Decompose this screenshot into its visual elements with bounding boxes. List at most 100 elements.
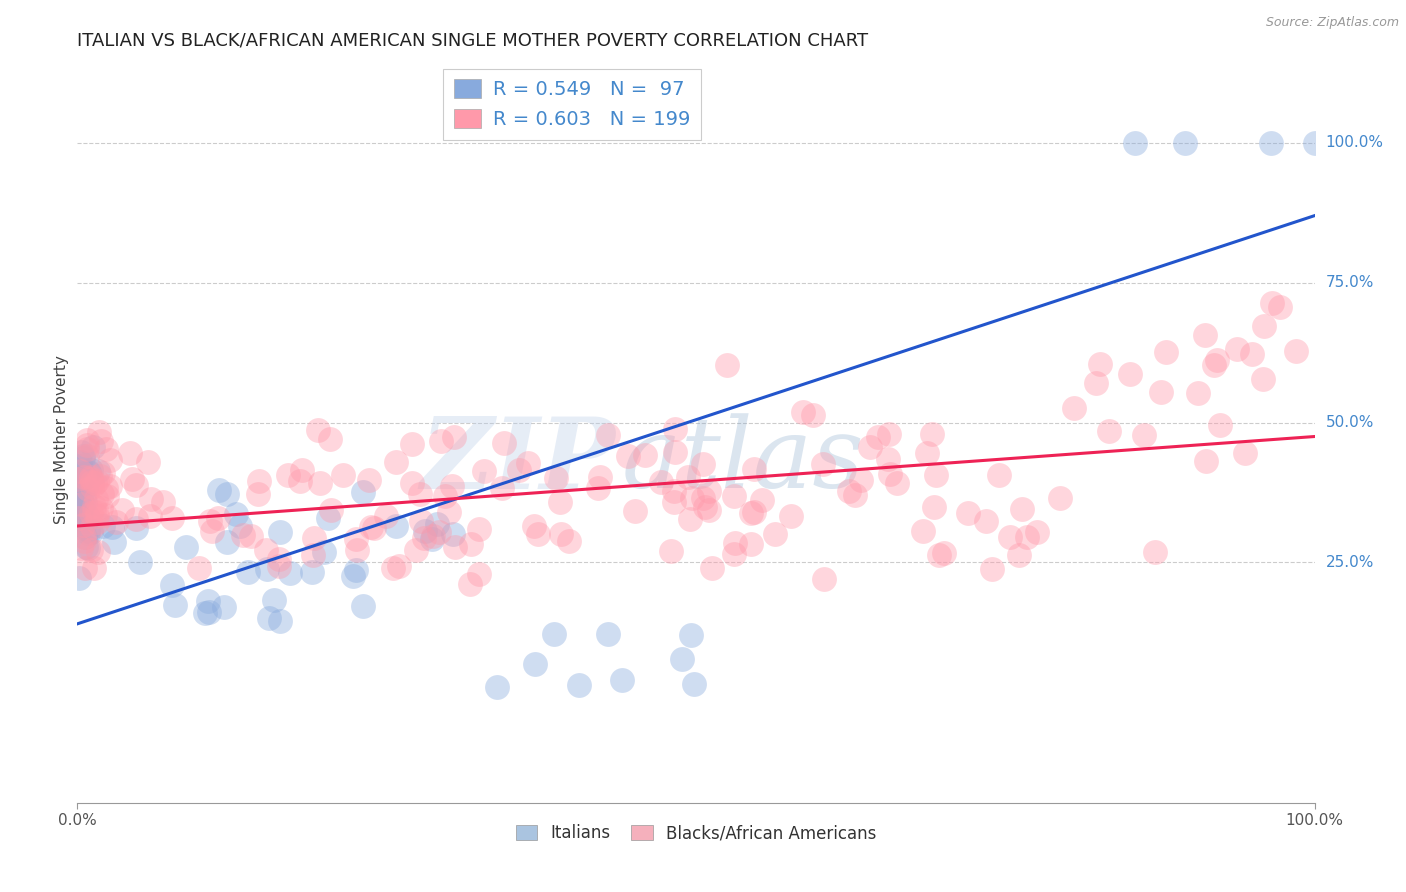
- Point: [723, 489, 745, 503]
- Point: [1088, 357, 1111, 371]
- Point: [633, 448, 655, 462]
- Point: [80, 506, 103, 520]
- Point: [401, 475, 423, 490]
- Point: [73, 531, 96, 545]
- Point: [84, 476, 107, 491]
- Point: [236, 566, 259, 580]
- Point: [90, 501, 112, 516]
- Point: [1174, 136, 1197, 150]
- Point: [415, 524, 437, 539]
- Point: [472, 464, 495, 478]
- Point: [681, 491, 703, 505]
- Text: 50.0%: 50.0%: [1326, 415, 1374, 430]
- Point: [67, 511, 90, 525]
- Point: [83, 500, 105, 514]
- Point: [671, 651, 693, 665]
- Point: [508, 463, 530, 477]
- Point: [77, 467, 100, 481]
- Point: [1284, 344, 1306, 359]
- Point: [1133, 428, 1156, 442]
- Point: [82, 520, 104, 534]
- Point: [319, 432, 342, 446]
- Point: [291, 463, 314, 477]
- Point: [921, 426, 943, 441]
- Point: [118, 446, 141, 460]
- Point: [128, 555, 150, 569]
- Point: [1084, 376, 1107, 390]
- Point: [73, 533, 96, 548]
- Point: [69, 467, 91, 481]
- Point: [301, 565, 323, 579]
- Point: [240, 529, 263, 543]
- Point: [225, 508, 247, 522]
- Point: [66, 472, 89, 486]
- Point: [922, 500, 945, 515]
- Point: [981, 561, 1004, 575]
- Point: [76, 433, 98, 447]
- Point: [87, 425, 110, 439]
- Point: [740, 506, 762, 520]
- Point: [86, 464, 108, 478]
- Point: [73, 530, 96, 544]
- Point: [723, 535, 745, 549]
- Point: [911, 524, 934, 539]
- Point: [434, 490, 457, 504]
- Point: [664, 445, 686, 459]
- Point: [742, 461, 765, 475]
- Point: [75, 514, 97, 528]
- Point: [1194, 328, 1216, 343]
- Point: [346, 543, 368, 558]
- Point: [524, 657, 547, 671]
- Point: [811, 457, 834, 471]
- Point: [139, 508, 162, 523]
- Point: [152, 495, 174, 509]
- Point: [246, 487, 269, 501]
- Point: [72, 450, 94, 465]
- Point: [72, 449, 94, 463]
- Point: [73, 561, 96, 575]
- Y-axis label: Single Mother Poverty: Single Mother Poverty: [53, 355, 69, 524]
- Point: [73, 468, 96, 483]
- Point: [67, 486, 90, 500]
- Point: [426, 517, 449, 532]
- Point: [678, 470, 700, 484]
- Point: [86, 545, 108, 559]
- Text: ITALIAN VS BLACK/AFRICAN AMERICAN SINGLE MOTHER POVERTY CORRELATION CHART: ITALIAN VS BLACK/AFRICAN AMERICAN SINGLE…: [77, 31, 869, 49]
- Point: [693, 500, 716, 515]
- Point: [83, 506, 105, 520]
- Point: [69, 464, 91, 478]
- Point: [363, 521, 385, 535]
- Text: 100.0%: 100.0%: [1326, 136, 1384, 151]
- Point: [267, 551, 290, 566]
- Point: [319, 503, 342, 517]
- Point: [125, 521, 148, 535]
- Point: [256, 543, 278, 558]
- Point: [91, 466, 114, 480]
- Point: [207, 511, 229, 525]
- Point: [740, 537, 762, 551]
- Point: [1026, 524, 1049, 539]
- Point: [1008, 548, 1031, 562]
- Point: [385, 455, 408, 469]
- Point: [697, 484, 720, 499]
- Point: [1097, 424, 1119, 438]
- Point: [558, 533, 581, 548]
- Point: [1204, 359, 1226, 373]
- Point: [69, 461, 91, 475]
- Point: [94, 442, 117, 456]
- Point: [596, 428, 619, 442]
- Point: [879, 467, 901, 481]
- Point: [70, 497, 93, 511]
- Point: [662, 495, 685, 509]
- Point: [1149, 385, 1171, 400]
- Point: [413, 531, 436, 545]
- Point: [664, 483, 686, 498]
- Point: [80, 469, 103, 483]
- Point: [679, 512, 702, 526]
- Point: [441, 527, 464, 541]
- Point: [716, 358, 738, 372]
- Point: [312, 545, 335, 559]
- Point: [543, 627, 565, 641]
- Point: [308, 475, 330, 490]
- Point: [125, 511, 148, 525]
